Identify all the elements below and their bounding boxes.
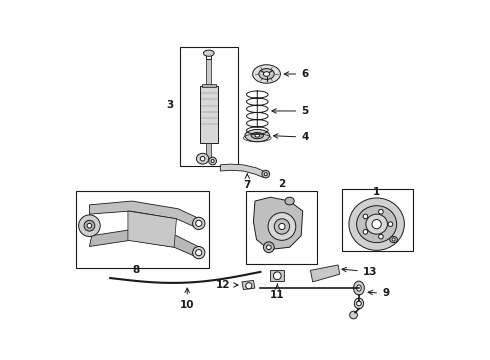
- Ellipse shape: [264, 242, 274, 253]
- Ellipse shape: [354, 298, 364, 309]
- Ellipse shape: [388, 222, 393, 226]
- Ellipse shape: [193, 247, 205, 259]
- Polygon shape: [253, 197, 303, 249]
- Ellipse shape: [251, 132, 264, 139]
- Bar: [199, 86, 218, 143]
- Polygon shape: [89, 230, 199, 257]
- Ellipse shape: [264, 172, 268, 176]
- Text: 6: 6: [284, 69, 308, 79]
- Text: 3: 3: [167, 100, 174, 110]
- Polygon shape: [311, 265, 340, 282]
- Bar: [179, 47, 238, 166]
- Ellipse shape: [363, 214, 368, 219]
- Text: 12: 12: [216, 280, 238, 290]
- Ellipse shape: [209, 157, 217, 165]
- Polygon shape: [128, 211, 176, 247]
- Polygon shape: [242, 280, 255, 289]
- Ellipse shape: [390, 237, 397, 243]
- Text: 11: 11: [270, 284, 285, 300]
- Bar: [76, 191, 209, 268]
- Ellipse shape: [196, 220, 202, 226]
- Bar: [206, 59, 211, 86]
- Text: 7: 7: [244, 174, 251, 190]
- Ellipse shape: [268, 213, 296, 240]
- Text: 9: 9: [368, 288, 389, 298]
- Ellipse shape: [264, 72, 270, 76]
- Ellipse shape: [274, 219, 290, 234]
- Ellipse shape: [259, 69, 274, 80]
- Bar: [270, 270, 284, 281]
- Ellipse shape: [87, 223, 92, 228]
- Ellipse shape: [354, 281, 365, 295]
- Ellipse shape: [193, 217, 205, 230]
- Text: 2: 2: [278, 179, 286, 189]
- Ellipse shape: [245, 130, 270, 142]
- Ellipse shape: [279, 223, 285, 230]
- Ellipse shape: [246, 283, 252, 289]
- Bar: [206, 143, 211, 159]
- Ellipse shape: [196, 249, 202, 256]
- Ellipse shape: [366, 214, 388, 234]
- Ellipse shape: [78, 215, 100, 237]
- Ellipse shape: [363, 230, 368, 234]
- Ellipse shape: [357, 301, 361, 306]
- Ellipse shape: [267, 245, 271, 249]
- Ellipse shape: [200, 156, 205, 161]
- Text: 4: 4: [273, 132, 309, 142]
- Ellipse shape: [379, 210, 383, 214]
- Ellipse shape: [350, 311, 357, 319]
- Ellipse shape: [273, 272, 281, 280]
- Ellipse shape: [203, 50, 214, 56]
- Ellipse shape: [372, 220, 381, 229]
- Ellipse shape: [211, 159, 214, 163]
- Ellipse shape: [253, 65, 280, 83]
- Bar: [245, 191, 317, 264]
- Text: 1: 1: [373, 187, 380, 197]
- Text: 8: 8: [132, 265, 139, 275]
- Ellipse shape: [262, 170, 270, 178]
- Ellipse shape: [285, 197, 294, 205]
- Ellipse shape: [379, 234, 383, 239]
- Ellipse shape: [349, 198, 404, 250]
- Polygon shape: [89, 201, 199, 228]
- Ellipse shape: [255, 134, 260, 137]
- Ellipse shape: [357, 206, 397, 243]
- Polygon shape: [220, 164, 265, 177]
- Ellipse shape: [357, 285, 361, 291]
- Bar: [342, 189, 413, 251]
- Bar: [202, 84, 216, 87]
- Text: 13: 13: [342, 267, 377, 277]
- Ellipse shape: [84, 220, 95, 231]
- Text: 10: 10: [180, 288, 195, 310]
- Text: 5: 5: [272, 106, 308, 116]
- Ellipse shape: [196, 153, 209, 164]
- Ellipse shape: [392, 238, 395, 241]
